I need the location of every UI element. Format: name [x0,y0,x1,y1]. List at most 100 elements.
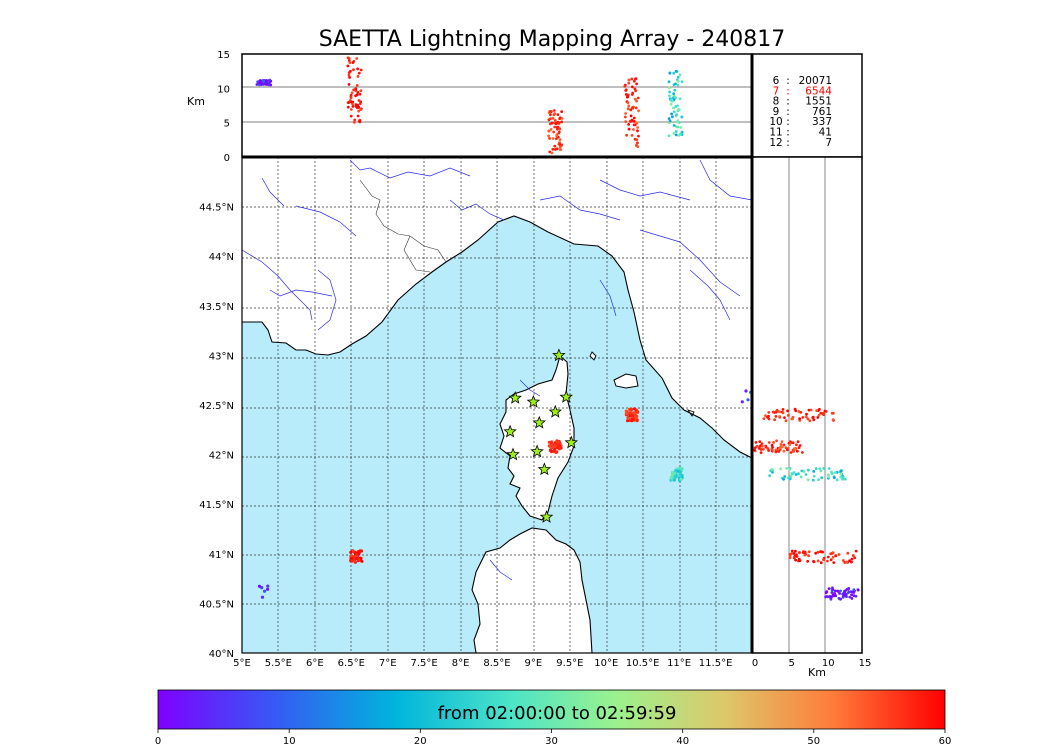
top-source-point [669,102,673,106]
stats-station-count: 6 [773,75,780,87]
station-star-icon [508,390,522,404]
top-source-point [356,67,360,71]
top-source-point [631,106,634,110]
top-source-point [554,137,558,141]
top-source-point [262,79,265,83]
top-source-point [672,92,675,95]
top-source-point [349,108,353,111]
stats-separator: : [786,116,790,128]
map-source-point [353,551,357,555]
top-source-point [267,83,271,86]
right-source-point [792,447,796,451]
top-source-point [636,129,639,133]
right-source-point [790,549,794,553]
top-source-point [633,87,637,91]
top-source-point [358,102,362,105]
map-source-point [547,440,552,444]
top-source-point [549,113,552,117]
top-source-point [672,124,676,127]
top-source-point [625,95,629,99]
right-source-point [757,447,761,450]
top-source-point [629,108,633,112]
top-source-point [637,134,640,138]
map-xtick-label: 11°E [667,658,691,669]
right-source-point [797,557,801,561]
right-source-point [781,411,785,415]
station-star-icon [526,394,541,408]
top-source-point [626,93,630,97]
right-source-point [792,552,796,555]
right-source-point [768,474,771,478]
top-source-point [634,106,638,110]
top-source-point [355,57,359,60]
right-source-point [774,450,778,454]
colorbar-tick-label: 0 [155,736,161,747]
right-source-point [790,472,793,475]
map-source-point [556,446,560,450]
top-source-point [554,122,558,126]
right-source-point [788,477,792,481]
top-source-point [636,96,640,100]
right-source-point [840,469,843,473]
top-source-point [549,127,553,131]
right-source-point [816,416,820,419]
right-source-point [804,415,808,419]
map-ytick-label: 40.5°N [199,599,234,610]
station-star-icon [548,404,563,418]
stats-station-count: 9 [773,106,780,118]
colorbar-tick-label: 20 [414,736,427,747]
right-source-point [764,414,767,418]
top-source-point [558,145,562,149]
top-source-point [668,94,671,98]
altitude-longitude-panel [241,53,862,159]
right-source-point [836,589,839,593]
right-source-point [774,415,778,418]
right-source-point [847,590,851,594]
right-source-point [792,471,796,474]
top-source-point [268,78,271,82]
right-source-point [844,589,847,592]
right-source-point [850,597,854,600]
right-source-point [829,552,833,556]
top-source-point [359,68,363,72]
right-source-point [771,410,775,414]
map-xtick-label: 6°E [306,658,324,669]
right-source-point [812,560,816,564]
right-source-point [839,475,843,479]
right-source-point [833,589,837,593]
right-source-point [819,561,823,565]
colorbar-tick-label: 60 [939,736,952,747]
top-source-point [560,110,564,113]
stats-source-count: 761 [812,106,832,118]
right-source-point [837,553,841,556]
right-source-point [799,411,803,414]
right-source-point [782,449,786,453]
map-source-point [635,419,639,423]
right-source-point [839,472,843,476]
map-source-point [354,554,358,558]
right-source-point [767,411,771,414]
right-source-point [758,440,762,443]
right-source-point [834,554,838,558]
top-source-point [632,120,636,123]
right-source-point [785,467,789,470]
map-ytick-label: 43°N [209,351,234,362]
top-source-point [347,101,351,104]
top-source-point [357,99,361,102]
right-source-point [846,551,850,555]
top-source-point [553,112,557,115]
top-source-point [346,64,350,68]
map-xtick-label: 8°E [452,658,470,669]
right-source-point [826,555,830,559]
right-source-point [814,551,818,555]
top-source-point [667,86,671,90]
right-source-point [806,559,810,563]
colorbar-tick-label: 50 [807,736,820,747]
top-source-point [672,106,675,110]
top-ylabel: Km [187,95,205,108]
right-source-point [783,475,787,478]
map-xtick-label: 10.5°E [626,658,660,669]
top-source-point [675,113,678,117]
right-source-point [788,468,792,471]
